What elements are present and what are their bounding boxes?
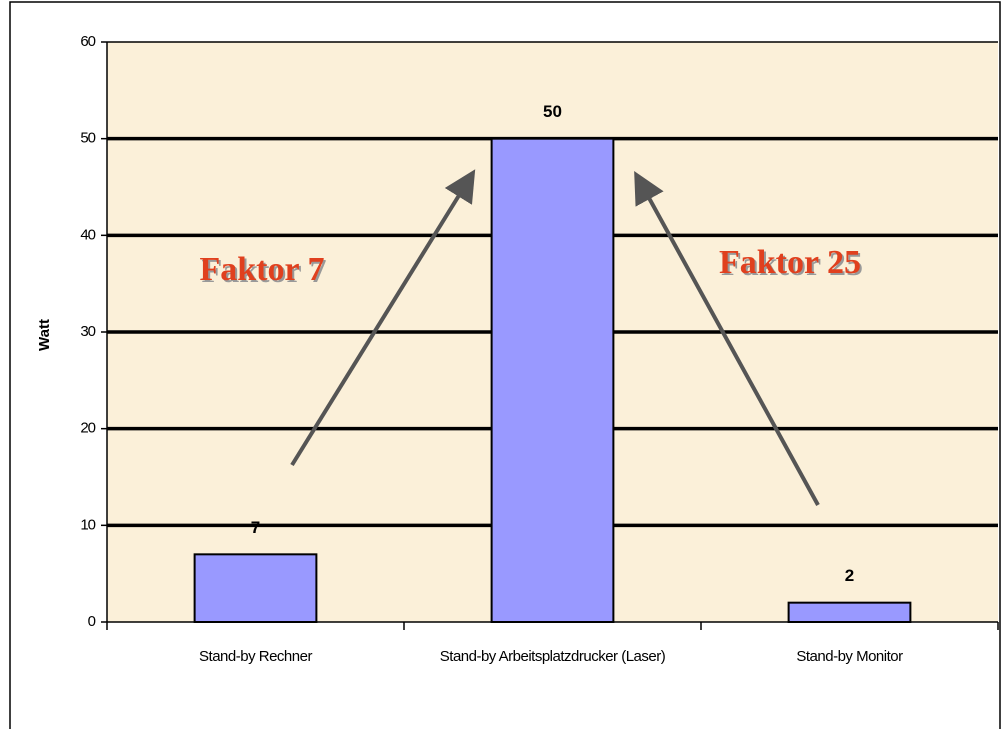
annotation-shadow: Faktor 25	[721, 246, 863, 283]
y-tick-label: 10	[80, 516, 95, 533]
y-tick-label: 30	[80, 323, 95, 340]
bar	[787, 601, 912, 624]
y-tick-label: 20	[80, 420, 95, 437]
bar	[193, 553, 318, 623]
x-tick-label: Stand-by Rechner	[199, 648, 312, 665]
y-tick-label: 40	[80, 226, 95, 243]
y-tick-label: 60	[80, 33, 95, 50]
y-tick-label: 0	[88, 613, 96, 630]
data-label: 50	[543, 102, 562, 121]
x-tick-label: Stand-by Arbeitsplatzdrucker (Laser)	[439, 648, 666, 665]
arrow	[290, 169, 476, 467]
y-axis-title: Watt	[36, 319, 53, 351]
annotation-shadow: Faktor 7	[202, 253, 327, 290]
arrow	[634, 170, 820, 506]
data-label: 2	[845, 566, 854, 585]
annotation: Faktor 25	[719, 244, 861, 281]
y-tick-label: 50	[80, 130, 95, 147]
x-tick-label: Stand-by Monitor	[796, 648, 903, 665]
annotation: Faktor 7	[200, 251, 325, 288]
bar	[490, 137, 615, 624]
data-label: 7	[251, 518, 260, 537]
